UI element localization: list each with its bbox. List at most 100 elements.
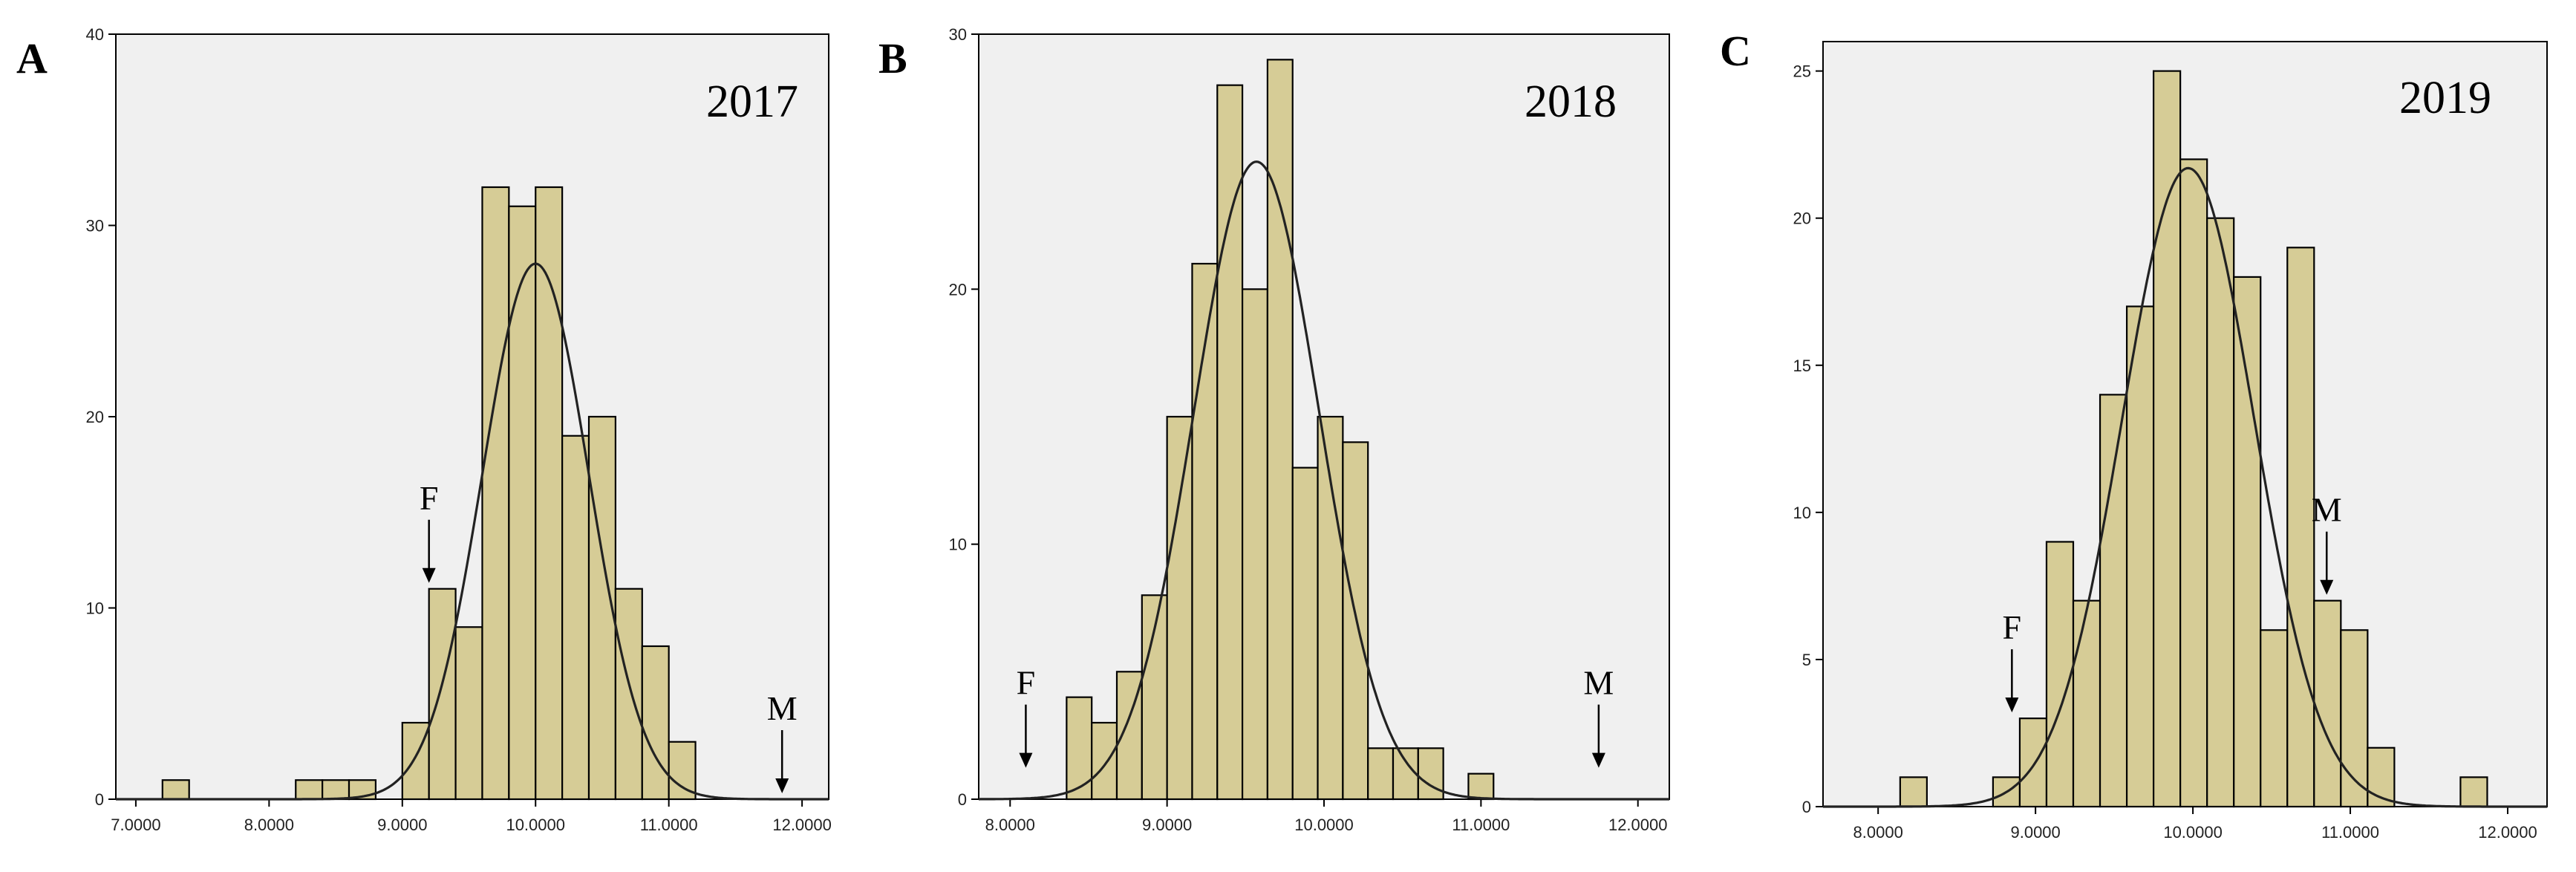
marker-label: F <box>1017 664 1036 702</box>
y-tick-label: 30 <box>949 25 967 44</box>
y-tick-label: 0 <box>95 790 104 809</box>
marker-label: M <box>2312 491 2342 529</box>
arrow-down-icon <box>775 778 789 793</box>
histogram-bar <box>1166 415 1193 801</box>
bars-a <box>161 186 697 801</box>
x-tick-label: 11.0000 <box>1452 816 1510 834</box>
panel-letter-b: B <box>878 34 907 82</box>
arrow-down-icon <box>2005 697 2019 713</box>
y-tick-label: 25 <box>1793 62 1811 81</box>
y-tick-label: 30 <box>86 217 104 235</box>
arrow-down-icon <box>422 567 436 583</box>
histogram-bar <box>668 741 697 801</box>
x-tick-label: 9.0000 <box>377 816 427 834</box>
histogram-bar <box>1992 776 2021 808</box>
histogram-bar <box>1417 747 1444 801</box>
x-tick-label: 7.0000 <box>111 816 160 834</box>
x-tick-label: 11.0000 <box>640 816 698 834</box>
normal-curve-c <box>1823 166 2547 808</box>
markers-c: FM <box>2003 491 2342 713</box>
y-tick-label: 10 <box>949 536 967 554</box>
bars-c <box>1899 70 2488 808</box>
histogram-bar <box>2072 599 2101 808</box>
histogram-bar <box>481 186 510 801</box>
x-tick-label: 12.0000 <box>2478 823 2537 842</box>
histogram-bar <box>2260 629 2289 808</box>
marker-label: F <box>420 479 439 517</box>
histogram-bar <box>1066 696 1093 801</box>
x-tick-label: 8.0000 <box>244 816 294 834</box>
histogram-bar <box>2099 394 2128 808</box>
y-tick-label: 0 <box>958 790 967 809</box>
histogram-bar <box>641 645 670 801</box>
marker-m: M <box>2312 491 2342 595</box>
y-tick-label: 15 <box>1793 357 1811 375</box>
histogram-bar <box>2313 599 2342 808</box>
x-tick-label: 8.0000 <box>1853 823 1903 842</box>
normal-curve-a <box>116 262 829 801</box>
x-tick-label: 12.0000 <box>1608 816 1668 834</box>
histogram-bar <box>2233 276 2262 808</box>
y-tick-label: 20 <box>949 280 967 299</box>
y-tick-label: 10 <box>86 599 104 618</box>
x-tick-label: 8.0000 <box>985 816 1035 834</box>
marker-f: F <box>420 479 439 583</box>
arrow-down-icon <box>1019 752 1033 768</box>
histogram-bar <box>2286 247 2315 808</box>
marker-label: M <box>767 689 798 727</box>
histogram-bar <box>295 779 324 801</box>
histogram-bar <box>2018 718 2048 808</box>
arrow-down-icon <box>1591 752 1605 768</box>
marker-label: F <box>2003 608 2022 646</box>
x-tick-label: 10.0000 <box>506 816 565 834</box>
x-tick-label: 10.0000 <box>1294 816 1354 834</box>
panel-a: A 2017 7.0000 8.0000 9.0000 10.0000 11.0000 1… <box>16 25 832 834</box>
histogram-bar <box>2125 305 2155 808</box>
histogram-bar <box>561 435 590 801</box>
x-tick-label: 9.0000 <box>2010 823 2060 842</box>
histogram-bar <box>614 588 643 801</box>
x-tick-label: 11.0000 <box>2321 823 2379 842</box>
histogram-bar <box>508 205 537 801</box>
year-label-c: 2019 <box>2399 73 2491 123</box>
bars-b <box>1066 59 1495 801</box>
panel-letter-a: A <box>16 34 48 82</box>
x-tick-label: 12.0000 <box>772 816 832 834</box>
y-tick-label: 20 <box>86 408 104 426</box>
axes-a: 7.0000 8.0000 9.0000 10.0000 11.0000 12.0000 0… <box>86 25 832 834</box>
histogram-bar <box>454 626 483 801</box>
y-tick-label: 5 <box>1802 651 1811 669</box>
panel-c: C 2019 8.0000 9.0000 10.0000 11.0000 12.0000… <box>1720 27 2548 842</box>
markers-a: FM <box>420 479 798 793</box>
panel-letter-c: C <box>1720 27 1751 75</box>
histogram-bar <box>1241 288 1269 801</box>
year-label-a: 2017 <box>706 77 798 127</box>
axes-c: 8.0000 9.0000 10.0000 11.0000 12.0000 0 5 10 15 2… <box>1793 62 2537 842</box>
histogram-bar <box>1091 721 1118 801</box>
histogram-bar <box>1342 441 1369 801</box>
marker-label: M <box>1583 664 1614 702</box>
histogram-bar <box>161 779 190 801</box>
histogram-bar <box>2459 776 2488 808</box>
y-tick-label: 20 <box>1793 209 1811 228</box>
histogram-bar <box>1899 776 1928 808</box>
histogram-bar <box>2206 217 2235 808</box>
histogram-bar <box>1467 772 1495 801</box>
panel-b: B 2018 8.0000 9.0000 10.0000 11.0000 12.0000… <box>878 25 1670 834</box>
marker-m: M <box>767 689 798 793</box>
histogram-bar <box>1216 84 1244 801</box>
marker-f: F <box>1017 664 1036 768</box>
y-tick-label: 0 <box>1802 798 1811 816</box>
histogram-bar <box>2045 541 2075 808</box>
histogram-bar <box>1266 59 1294 801</box>
histogram-bar <box>1392 747 1419 801</box>
x-tick-label: 10.0000 <box>2163 823 2223 842</box>
year-label-b: 2018 <box>1525 77 1617 127</box>
arrow-down-icon <box>2320 579 2334 595</box>
histogram-bar <box>428 588 457 801</box>
histogram-bar <box>535 186 564 801</box>
histogram-bar <box>2179 158 2208 808</box>
x-tick-label: 9.0000 <box>1142 816 1192 834</box>
